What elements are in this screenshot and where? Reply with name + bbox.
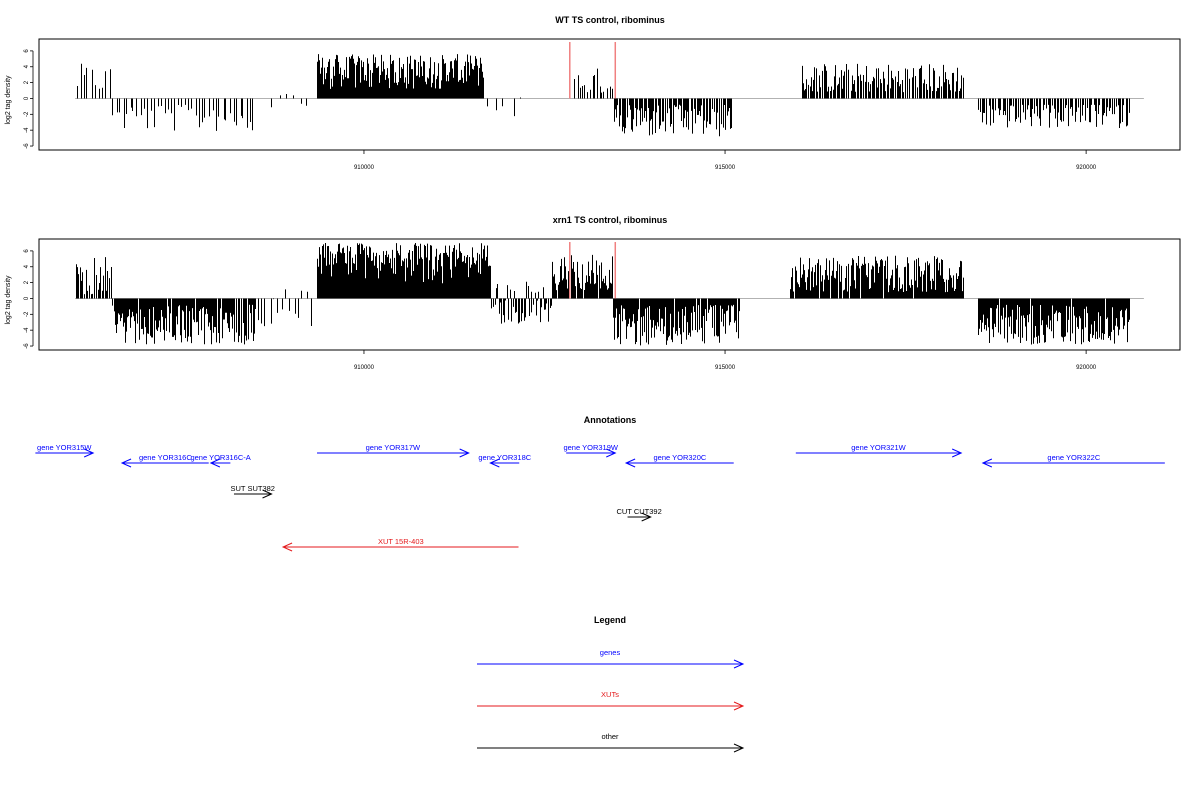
legend-item-xut: XUTs [477,690,745,711]
annotations-title: Annotations [584,415,637,425]
y-tick-label: -2 [24,111,30,117]
legend-arrow-head [733,659,745,669]
legend-label: genes [600,648,621,657]
legend-label: other [601,732,619,741]
panel-title-xrn1: xrn1 TS control, ribominus [553,215,668,225]
annotation-other: SUT SUT382 [231,484,275,499]
panel-xrn1: xrn1 TS control, ribominus log2 tag dens… [5,215,1181,371]
annotation-label: gene YOR319W [563,443,618,452]
x-tick-label: 920000 [1076,165,1097,171]
legend-arrow-head [733,701,745,711]
y-axis-label-xrn1: log2 tag density [5,275,12,325]
y-axis-xrn1: -6 -4 -2 0 2 4 6 [24,249,34,349]
y-axis-label-wt: log2 tag density [5,75,12,125]
annotation-arrow-head [83,448,95,458]
annotation-gene: gene YOR317W [317,443,470,458]
annotation-gene: gene YOR315W [35,443,95,458]
y-tick-label: 4 [24,64,30,68]
annotation-arrow-head [624,458,636,468]
annotation-label: SUT SUT382 [231,484,275,493]
legend: Legend genes XUTs other [477,615,745,753]
plot-frame-wt [38,38,1181,151]
annotation-arrow-head [209,458,221,468]
legend-label: XUTs [601,690,619,699]
annotation-xut: XUT 15R-403 [281,537,519,552]
annotation-gene: gene YOR318C [478,453,532,468]
y-tick-label: -4 [24,327,30,333]
x-axis-xrn1: 910000 915000 920000 [354,350,1097,371]
annotation-label: gene YOR321W [851,443,906,452]
annotation-arrow-head [459,448,470,458]
x-tick-label: 910000 [354,165,375,171]
panel-wt: WT TS control, ribominus log2 tag densit… [5,15,1181,171]
annotation-gene: gene YOR320C [624,453,734,468]
legend-title: Legend [594,615,626,625]
y-tick-label: 2 [24,280,30,284]
annotation-arrow-head [606,448,617,458]
annotation-label: gene YOR320C [653,453,706,462]
y-tick-label: -6 [24,143,30,149]
annotation-label: gene YOR317W [366,443,421,452]
annotation-arrow-head [120,458,132,468]
x-tick-label: 915000 [715,365,736,371]
annotation-label: gene YOR318C [478,453,531,462]
x-tick-label: 910000 [354,365,375,371]
annotation-gene: gene YOR316C-A [190,453,251,468]
annotation-label: gene YOR322C [1047,453,1100,462]
annotation-arrow-head [281,542,293,552]
annotation-other: CUT CUT392 [616,507,662,522]
annotation-label: gene YOR316C-A [190,453,250,462]
annotation-arrow-head [489,458,500,468]
x-axis-wt: 910000 915000 920000 [354,150,1097,171]
panel-title-wt: WT TS control, ribominus [555,15,665,25]
annotation-arrow-head [262,489,273,499]
y-tick-label: 6 [24,249,30,253]
annotation-label: CUT CUT392 [616,507,661,516]
y-tick-label: 4 [24,264,30,268]
annotation-arrow-head [981,458,993,468]
annotation-gene: gene YOR319W [563,443,619,458]
y-tick-label: 0 [24,96,30,100]
legend-item-gene: genes [477,648,745,669]
y-tick-label: -4 [24,127,30,133]
plot-frame-xrn1 [38,238,1181,351]
y-tick-label: -6 [24,343,30,349]
annotation-arrow-head [951,448,963,458]
bar-series-xrn1 [75,242,1144,346]
x-tick-label: 915000 [715,165,736,171]
legend-arrow-head [733,743,745,753]
y-tick-label: 0 [24,296,30,300]
y-tick-label: 6 [24,49,30,53]
annotation-arrow-head [641,512,652,522]
y-tick-label: -2 [24,311,30,317]
x-tick-label: 920000 [1076,365,1097,371]
annotation-label: XUT 15R-403 [378,537,424,546]
annotation-label: gene YOR316C [139,453,192,462]
annotation-gene: gene YOR322C [981,453,1165,468]
annotation-gene: gene YOR316C [120,453,209,468]
legend-item-other: other [477,732,745,753]
bar-series-wt [75,42,1144,137]
annotation-gene: gene YOR321W [795,443,963,458]
annotation-label: gene YOR315W [37,443,92,452]
legend-items: genes XUTs other [477,648,745,753]
y-tick-label: 2 [24,80,30,84]
y-axis-wt: -6 -4 -2 0 2 4 6 [24,49,34,149]
